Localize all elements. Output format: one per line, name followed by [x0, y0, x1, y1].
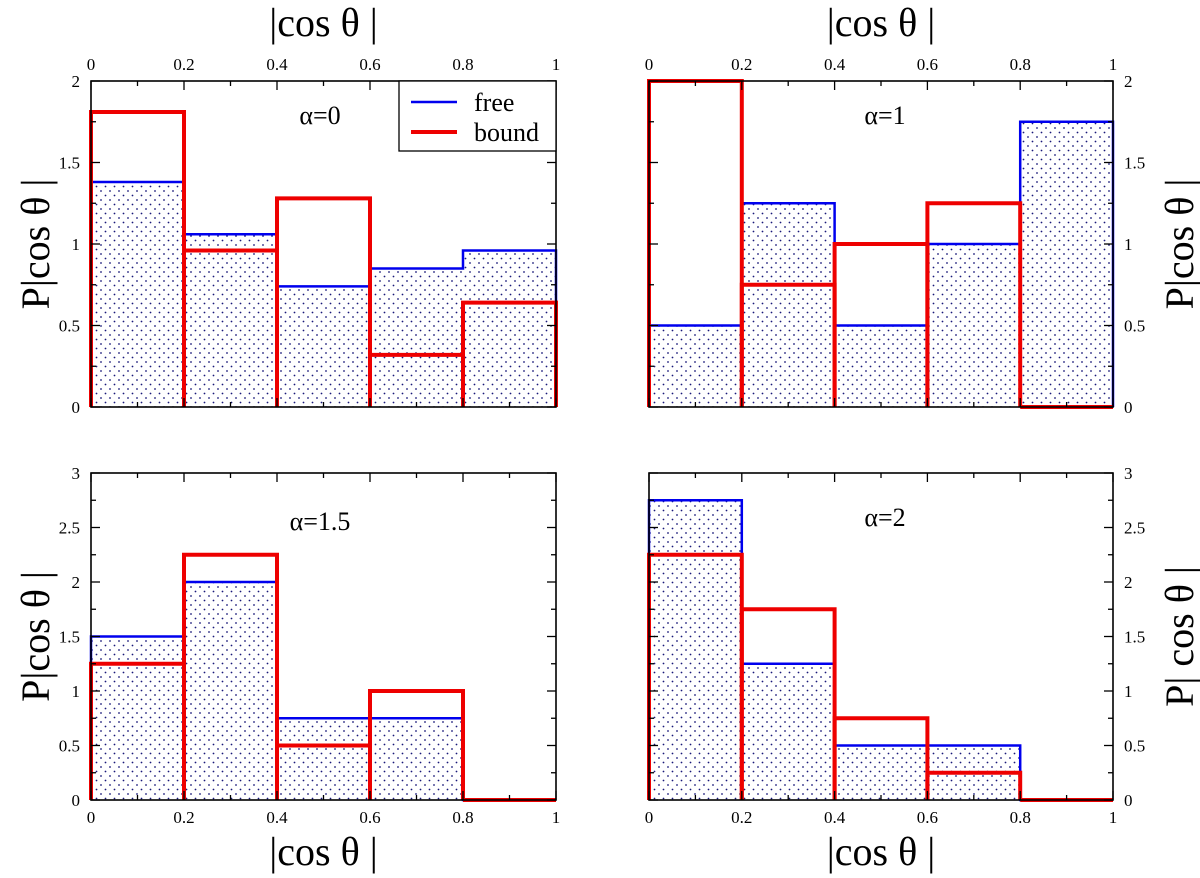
- free-fill-bin-4: [370, 718, 463, 800]
- y-axis-title: P|cos θ |: [13, 571, 58, 702]
- y-tick-label: 1.5: [59, 628, 80, 647]
- y-tick-label: 0.5: [59, 737, 80, 756]
- y-tick-label: 1: [72, 235, 81, 254]
- y-tick-label: 2: [1124, 72, 1133, 91]
- bound-bar-bin-4: [925, 770, 1023, 800]
- free-fill-bin-4: [370, 268, 463, 407]
- y-tick-label: 1: [72, 682, 81, 701]
- x-tick-label: 1: [552, 808, 561, 827]
- free-fill-bin-1: [91, 636, 184, 800]
- free-fill-bin-5: [463, 250, 556, 407]
- panels: 0 0.2 0.4 0.6 0.8 100.511.52|cos θ |P|cos θ |…: [13, 0, 1200, 874]
- y-axis-title: P|cos θ |: [13, 179, 58, 310]
- y-tick-label: 1.5: [1124, 628, 1145, 647]
- y-tick-label: 3: [72, 464, 81, 483]
- x-tick-label: 0: [645, 55, 654, 74]
- free-fill-bin-2: [741, 203, 835, 407]
- x-tick-label: 0.8: [1010, 808, 1031, 827]
- y-tick-label: 0: [1124, 791, 1133, 810]
- x-axis-title: |cos θ |: [827, 0, 936, 45]
- y-tick-label: 0.5: [1124, 737, 1145, 756]
- x-tick-label: 0.8: [1010, 55, 1031, 74]
- x-tick-label: 1: [1109, 55, 1118, 74]
- x-tick-label: 0.4: [266, 808, 288, 827]
- x-tick-label: 0: [87, 808, 96, 827]
- x-tick-label: 0.2: [731, 55, 752, 74]
- bound-bar-bin-3: [832, 716, 930, 800]
- x-tick-label: 0.4: [266, 55, 288, 74]
- alpha-annotation: α=1: [864, 101, 905, 130]
- free-fill-bin-1: [649, 325, 742, 407]
- x-tick-label: 0.2: [173, 808, 194, 827]
- x-tick-label: 0.2: [173, 55, 194, 74]
- bound-bar-bin-3: [275, 196, 372, 407]
- free-series-line: [89, 180, 558, 407]
- bound-bar-bin-4: [925, 201, 1023, 407]
- x-tick-label: 0.2: [731, 808, 752, 827]
- free-fill-bin-2: [184, 582, 277, 800]
- x-tick-label: 0: [87, 55, 96, 74]
- y-tick-label: 3: [1124, 464, 1133, 483]
- alpha-annotation: α=0: [299, 101, 340, 130]
- free-fill-bin-1: [649, 500, 742, 800]
- x-axis-title: |cos θ |: [827, 829, 936, 874]
- bound-bar-bin-4: [368, 689, 465, 800]
- y-tick-label: 2.5: [59, 519, 80, 538]
- panel-4: 0 0.2 0.4 0.6 0.8 100.511.522.53|cos θ |P| co…: [645, 464, 1200, 874]
- free-fill-bin-1: [91, 182, 184, 407]
- alpha-annotation: α=1.5: [290, 507, 351, 536]
- free-fill-bin-2: [184, 234, 277, 407]
- x-axis-title: |cos θ |: [269, 0, 378, 45]
- free-fill-bin-3: [834, 745, 928, 800]
- y-tick-label: 2: [1124, 573, 1133, 592]
- panel-3: 0 0.2 0.4 0.6 0.8 1 0 0.5 1 1.5 2 2.5 3 |cos θ | P|cos…: [13, 464, 560, 874]
- free-fill-bin-4: [927, 244, 1021, 407]
- y-tick-label: 1: [1124, 682, 1133, 701]
- y-tick-label: 0: [72, 398, 81, 417]
- x-tick-label: 0.8: [452, 55, 473, 74]
- y-tick-label: 0: [72, 791, 81, 810]
- legend-label-free: free: [474, 88, 514, 117]
- x-tick-label: 1: [552, 55, 561, 74]
- x-tick-label: 0.6: [917, 808, 938, 827]
- x-tick-label: 0.6: [359, 808, 380, 827]
- x-tick-label: 0.6: [917, 55, 938, 74]
- bound-bar-bin-2: [182, 552, 279, 800]
- x-tick-label: 0.6: [359, 55, 380, 74]
- x-tick-label: 0.4: [824, 55, 846, 74]
- y-axis-title: P| cos θ |: [1157, 566, 1200, 707]
- y-tick-label: 2.5: [1124, 519, 1145, 538]
- free-fill-bin-3: [834, 325, 928, 407]
- free-fill-bin-3: [277, 718, 370, 800]
- y-tick-label: 1.5: [1124, 154, 1145, 173]
- free-series-line: [647, 120, 1115, 407]
- x-tick-label: 0.4: [824, 808, 846, 827]
- panel-1: 0 0.2 0.4 0.6 0.8 1 0 0.5 1 1.5 2 |cos θ | P|cos θ |…: [13, 0, 560, 417]
- x-tick-label: 1: [1109, 808, 1118, 827]
- x-axis-title: |cos θ |: [269, 829, 378, 874]
- free-fill-bin-3: [277, 286, 370, 407]
- legend-box: [398, 80, 557, 152]
- y-axis-title: P|cos θ |: [1157, 179, 1200, 310]
- y-tick-label: 0: [1124, 398, 1133, 417]
- y-tick-label: 2: [72, 72, 81, 91]
- y-tick-label: 0.5: [59, 317, 80, 336]
- legend-label-bound: bound: [474, 118, 539, 147]
- y-tick-label: 0.5: [1124, 317, 1145, 336]
- x-tick-label: 0: [645, 808, 654, 827]
- y-tick-label: 2: [72, 573, 81, 592]
- panel-2: 0 0.2 0.4 0.6 0.8 1 0 0.5 1 1.5 2 |cos θ | P|cos θ |…: [645, 0, 1200, 417]
- alpha-annotation: α=2: [864, 503, 905, 532]
- bound-bar-bin-2: [739, 607, 837, 800]
- y-tick-label: 1.5: [59, 154, 80, 173]
- free-fill-bin-5: [1020, 121, 1113, 407]
- y-tick-label: 1: [1124, 235, 1133, 254]
- free-fill-bin-2: [741, 663, 835, 800]
- x-tick-label: 0.8: [452, 808, 473, 827]
